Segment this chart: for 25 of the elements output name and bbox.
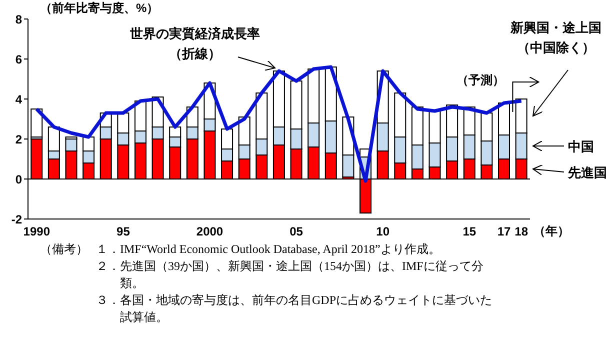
text: ３．各国・地域の寄与度は、前年の名目GDPに占めるウェイトに基づいた試算値。 bbox=[96, 292, 494, 326]
y-tick-label: 4 bbox=[15, 92, 22, 106]
x-tick-label: 15 bbox=[462, 224, 476, 239]
y-tick-label: 0 bbox=[15, 172, 22, 186]
text: （備考） bbox=[40, 241, 88, 258]
text: １．IMF“World Economic Outlook Database, April 2018”より作成。 bbox=[96, 241, 442, 258]
text: ２．先進国（39か国）、新興国・途上国（154か国）は、IMFに従って分類。 bbox=[96, 258, 484, 292]
x-tick-label: 05 bbox=[290, 224, 304, 239]
series-label: 世界の実質経済成長率（折線） bbox=[129, 26, 260, 61]
x-tick-label: 10 bbox=[376, 224, 390, 239]
y-tick-label: 2 bbox=[15, 132, 22, 146]
x-tick-label: 17 bbox=[497, 224, 512, 239]
x-tick-label: 1990 bbox=[23, 224, 50, 239]
x-axis-title: （年） bbox=[533, 224, 570, 238]
x-tick-label: 2000 bbox=[196, 224, 224, 239]
annotation: （予測） bbox=[456, 73, 505, 87]
legend-label: 中国 bbox=[568, 139, 594, 154]
text: 新興国・途上国（中国除く） bbox=[510, 20, 602, 55]
y-tick-label: -2 bbox=[11, 212, 22, 226]
y-tick-label: 6 bbox=[15, 52, 22, 66]
legend-label: 先進国 bbox=[567, 165, 606, 180]
x-tick-label: 18 bbox=[514, 224, 528, 239]
x-tick-label: 95 bbox=[116, 224, 130, 239]
y-axis-title: （前年比寄与度、%） bbox=[40, 1, 159, 15]
y-tick-label: 8 bbox=[15, 12, 22, 26]
